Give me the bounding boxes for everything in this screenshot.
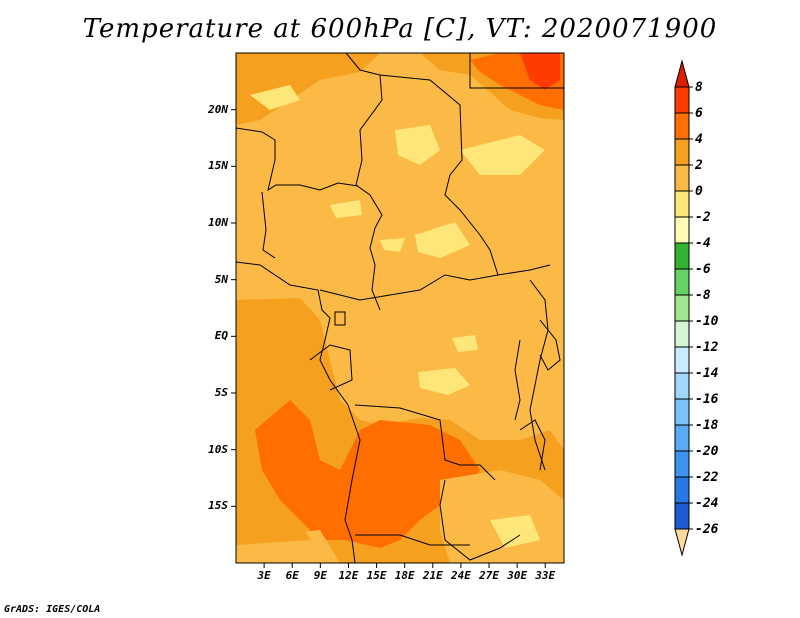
cool-patch-chad xyxy=(395,125,440,165)
colorbar-box xyxy=(674,502,690,530)
cool-patch-algeria xyxy=(250,85,300,110)
country-border-11 xyxy=(439,479,521,561)
map-title: Temperature at 600hPa [C], VT: 202007190… xyxy=(82,14,718,44)
cool-patch-car xyxy=(415,222,470,258)
colorbar-top-arrow xyxy=(674,59,690,88)
colorbar-label: -16 xyxy=(695,392,719,407)
colorbar-label: -18 xyxy=(695,418,719,433)
colorbar-label: -8 xyxy=(695,288,711,303)
country-border-6 xyxy=(379,74,499,276)
country-border-13 xyxy=(514,339,521,421)
lat-tick-label: 10S xyxy=(208,442,228,456)
country-border-5 xyxy=(261,191,276,259)
lat-tick-label: 5S xyxy=(214,386,228,399)
colorbar-label: 4 xyxy=(695,132,703,147)
cool-patch-congo xyxy=(418,368,470,395)
colorbar-label: 2 xyxy=(695,158,703,173)
colorbar-label: 0 xyxy=(695,184,703,199)
colorbar-box xyxy=(674,450,690,478)
map-area xyxy=(231,52,565,568)
colorbar-box xyxy=(674,138,690,166)
hot-region-south xyxy=(255,400,480,548)
colorbar-box xyxy=(674,372,690,400)
hot-core-north-east xyxy=(520,53,560,90)
lat-tick-label: 15S xyxy=(208,499,228,513)
lon-tick-label: 12E xyxy=(338,569,359,582)
colorbar-label: -22 xyxy=(695,470,719,485)
lon-tick-label: 9E xyxy=(313,569,327,582)
country-border-12 xyxy=(355,534,470,546)
lon-tick-label: 27E xyxy=(479,569,499,582)
colorbar-label: -4 xyxy=(695,236,711,251)
colorbar-box xyxy=(674,216,690,244)
colorbar-box xyxy=(674,320,690,348)
cool-patch-nigeria xyxy=(330,200,362,218)
lon-tick-label: 3E xyxy=(257,569,271,582)
country-border-1 xyxy=(235,261,349,406)
country-border-16 xyxy=(309,344,353,391)
warm-patch-south-west xyxy=(236,520,310,545)
country-border-17 xyxy=(519,419,546,471)
colorbar-label: -14 xyxy=(695,366,719,381)
country-border-7 xyxy=(319,264,551,301)
colorbar-label: -26 xyxy=(695,522,719,537)
colorbar-box xyxy=(674,424,690,452)
colorbar xyxy=(674,59,693,557)
cool-patch-congo-north xyxy=(452,335,478,352)
lon-tick-label: 18E xyxy=(394,569,415,582)
colorbar-label: 8 xyxy=(695,80,703,95)
map-frame xyxy=(235,52,565,564)
colorbar-label: -24 xyxy=(695,496,719,511)
colorbar-box xyxy=(674,86,690,114)
colorbar-box xyxy=(674,294,690,322)
cool-patch-sudan xyxy=(460,135,545,175)
colorbar-box xyxy=(674,268,690,296)
colorbar-box xyxy=(674,164,690,192)
colorbar-label: -12 xyxy=(695,340,719,355)
colorbar-box xyxy=(674,112,690,140)
country-border-15 xyxy=(334,311,346,326)
cool-patch-zambia xyxy=(490,515,540,548)
lon-tick-label: 33E xyxy=(535,569,556,582)
colorbar-bottom-arrow xyxy=(674,528,690,557)
grads-credit: GrADS: IGES/COLA xyxy=(4,604,101,615)
colorbar-label: -20 xyxy=(695,444,719,459)
colorbar-box xyxy=(674,190,690,218)
cool-patch-car-west xyxy=(380,238,405,252)
colorbar-label: -10 xyxy=(695,314,719,329)
country-border-10 xyxy=(354,404,496,481)
lon-tick-label: 21E xyxy=(422,569,443,582)
colorbar-box xyxy=(674,398,690,426)
colorbar-label: -2 xyxy=(695,210,711,225)
lon-tick-label: 15E xyxy=(366,569,387,582)
lon-tick-label: 24E xyxy=(450,569,471,582)
country-border-14 xyxy=(539,319,561,371)
colorbar-box xyxy=(674,242,690,270)
country-border-8 xyxy=(469,53,564,89)
lat-tick-label: EQ xyxy=(214,329,228,343)
country-border-2 xyxy=(344,404,361,564)
lon-tick-label: 30E xyxy=(507,569,528,582)
lat-tick-label: 5N xyxy=(214,272,228,286)
lon-tick-label: 6E xyxy=(285,569,299,582)
colorbar-label: 6 xyxy=(695,106,703,121)
lat-tick-label: 10N xyxy=(208,216,228,229)
country-border-4 xyxy=(235,127,359,192)
colorbar-box xyxy=(674,346,690,374)
colorbar-label: -6 xyxy=(695,262,711,277)
country-border-9 xyxy=(529,279,549,471)
lat-tick-label: 20N xyxy=(208,102,228,116)
lat-tick-label: 15N xyxy=(208,159,228,173)
country-border-3 xyxy=(345,52,383,311)
colorbar-box xyxy=(674,476,690,504)
